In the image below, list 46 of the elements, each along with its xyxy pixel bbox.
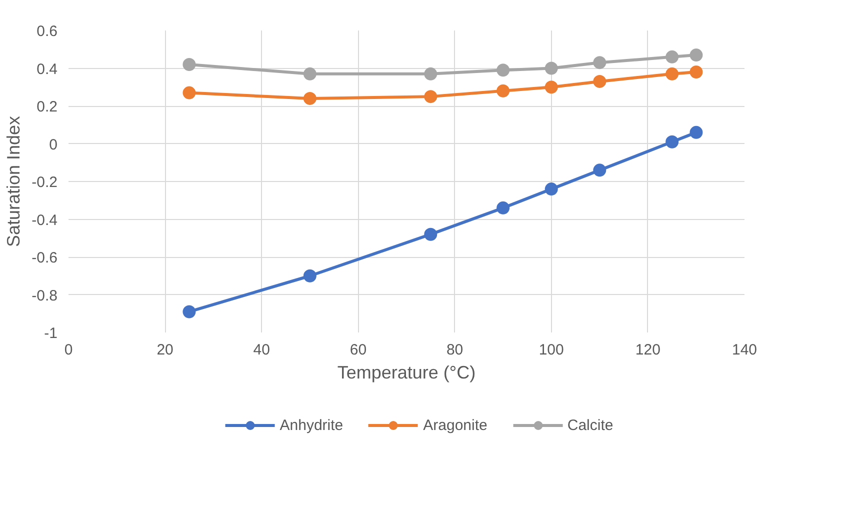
point	[690, 48, 703, 62]
point	[666, 135, 679, 148]
y-tick-label: -0.8	[32, 287, 58, 304]
legend-label: Aragonite	[423, 416, 488, 434]
point	[593, 56, 606, 70]
y-tick-label: 0.4	[36, 60, 58, 78]
y-tick-label: 0.6	[36, 23, 58, 40]
point	[303, 67, 316, 80]
legend-label: Anhydrite	[280, 416, 344, 434]
point	[544, 80, 558, 94]
legend-label: Calcite	[567, 416, 614, 434]
point	[182, 58, 196, 71]
x-tick-label: 60	[350, 342, 367, 358]
point	[303, 269, 316, 282]
point	[690, 126, 703, 139]
point	[593, 164, 606, 177]
point	[666, 67, 679, 80]
x-tick-label: 20	[156, 342, 174, 358]
point	[182, 86, 196, 100]
point	[496, 64, 510, 77]
x-tick-label: 0	[64, 342, 73, 358]
x-tick-label: 100	[538, 342, 564, 358]
x-tick-label: 40	[253, 342, 270, 358]
point	[593, 74, 606, 88]
y-tick-label: -1	[44, 325, 58, 342]
x-tick-label: 120	[635, 342, 660, 358]
point	[182, 305, 196, 318]
y-tick-label: -0.4	[32, 212, 58, 229]
x-axis-title: Temperature (°C)	[337, 362, 476, 382]
point	[544, 182, 558, 196]
point	[496, 201, 510, 214]
point	[424, 67, 438, 80]
point	[303, 92, 316, 105]
point	[424, 90, 438, 104]
y-tick-label: -0.6	[32, 250, 58, 266]
point	[424, 228, 438, 241]
y-tick-label: 0	[49, 136, 58, 154]
y-axis-title: Saturation Index	[4, 116, 24, 248]
point	[690, 66, 703, 79]
y-tick-label: 0.2	[36, 98, 58, 116]
x-tick-label: 140	[732, 342, 758, 358]
point	[544, 62, 558, 75]
x-tick-label: 80	[446, 342, 464, 358]
point	[666, 50, 679, 64]
y-tick-label: -0.2	[32, 174, 58, 191]
point	[496, 84, 510, 98]
